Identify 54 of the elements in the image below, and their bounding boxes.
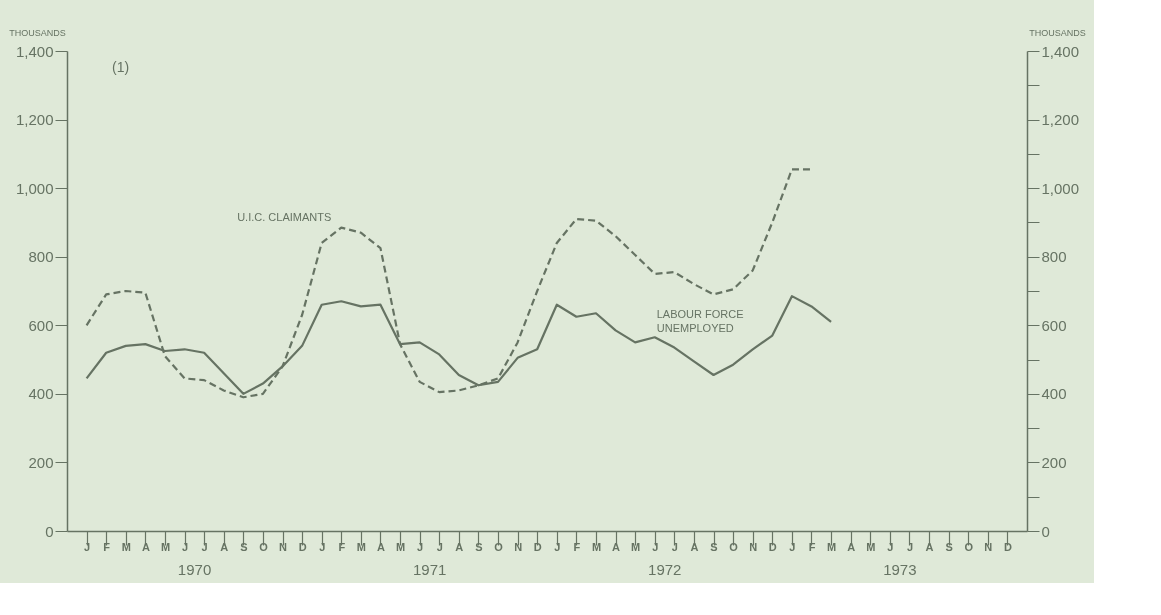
- x-tick-label: F: [808, 540, 816, 553]
- text: 1970: [177, 561, 212, 578]
- y-tick-label: 200: [28, 453, 54, 471]
- x-tick-label: F: [573, 540, 581, 553]
- x-tick-label: O: [259, 540, 269, 553]
- x-tick-label: M: [395, 540, 406, 553]
- x-tick-label: M: [356, 540, 366, 553]
- y2-tick-label: 1,000: [1041, 179, 1080, 197]
- text: 1971: [412, 561, 447, 578]
- x-tick-label: S: [475, 540, 483, 553]
- y-tick-label: 400: [28, 385, 54, 403]
- y-axis-title: THOUSANDS: [9, 27, 66, 38]
- y2-tick-label: 600: [1041, 316, 1067, 334]
- x-tick-label: S: [240, 540, 248, 553]
- y-tick-label: 1,000: [15, 179, 54, 197]
- x-tick-label: J: [201, 540, 208, 553]
- x-tick-label: M: [591, 540, 602, 553]
- y2-tick-label: 1,200: [1041, 111, 1080, 129]
- y2-axis-title: THOUSANDS: [1029, 27, 1086, 38]
- x-tick-label: D: [298, 540, 307, 553]
- y2-tick-label: 800: [1041, 248, 1067, 266]
- text: 1972: [648, 561, 682, 578]
- annotation: (1): [112, 59, 130, 75]
- x-tick-label: M: [827, 540, 837, 553]
- y-tick-label: 1,200: [15, 111, 54, 129]
- x-tick-label: M: [866, 540, 876, 553]
- y2-tick-label: 400: [1041, 385, 1067, 403]
- y2-tick-label: 200: [1041, 453, 1067, 471]
- x-tick-label: O: [729, 540, 739, 553]
- x-tick-label: S: [945, 540, 953, 553]
- series-label: LABOUR FORCE UNEMPLOYED: [656, 308, 744, 335]
- series-label: U.I.C. CLAIMANTS: [237, 210, 332, 223]
- x-tick-label: F: [103, 540, 111, 553]
- x-tick-label: N: [749, 540, 758, 553]
- y-tick-label: 1,400: [15, 42, 54, 60]
- x-tick-label: N: [279, 540, 288, 553]
- x-tick-label: D: [533, 540, 542, 553]
- x-tick-label: D: [768, 540, 777, 553]
- text: 1973: [883, 561, 917, 578]
- x-tick-label: S: [710, 540, 718, 553]
- y-tick-label: 800: [28, 248, 54, 266]
- y2-tick-label: 1,400: [1041, 42, 1080, 60]
- y2-tick-label: 0: [1041, 522, 1050, 540]
- x-tick-label: F: [338, 540, 346, 553]
- y-tick-label: 600: [28, 316, 54, 334]
- x-tick-label: M: [121, 540, 131, 553]
- x-tick-label: M: [631, 540, 641, 553]
- x-tick-label: D: [1003, 540, 1012, 553]
- y-tick-label: 0: [45, 522, 54, 540]
- x-tick-label: N: [514, 540, 523, 553]
- x-tick-label: M: [160, 540, 171, 553]
- x-tick-label: O: [494, 540, 504, 553]
- x-tick-label: O: [964, 540, 974, 553]
- x-tick-label: N: [984, 540, 993, 553]
